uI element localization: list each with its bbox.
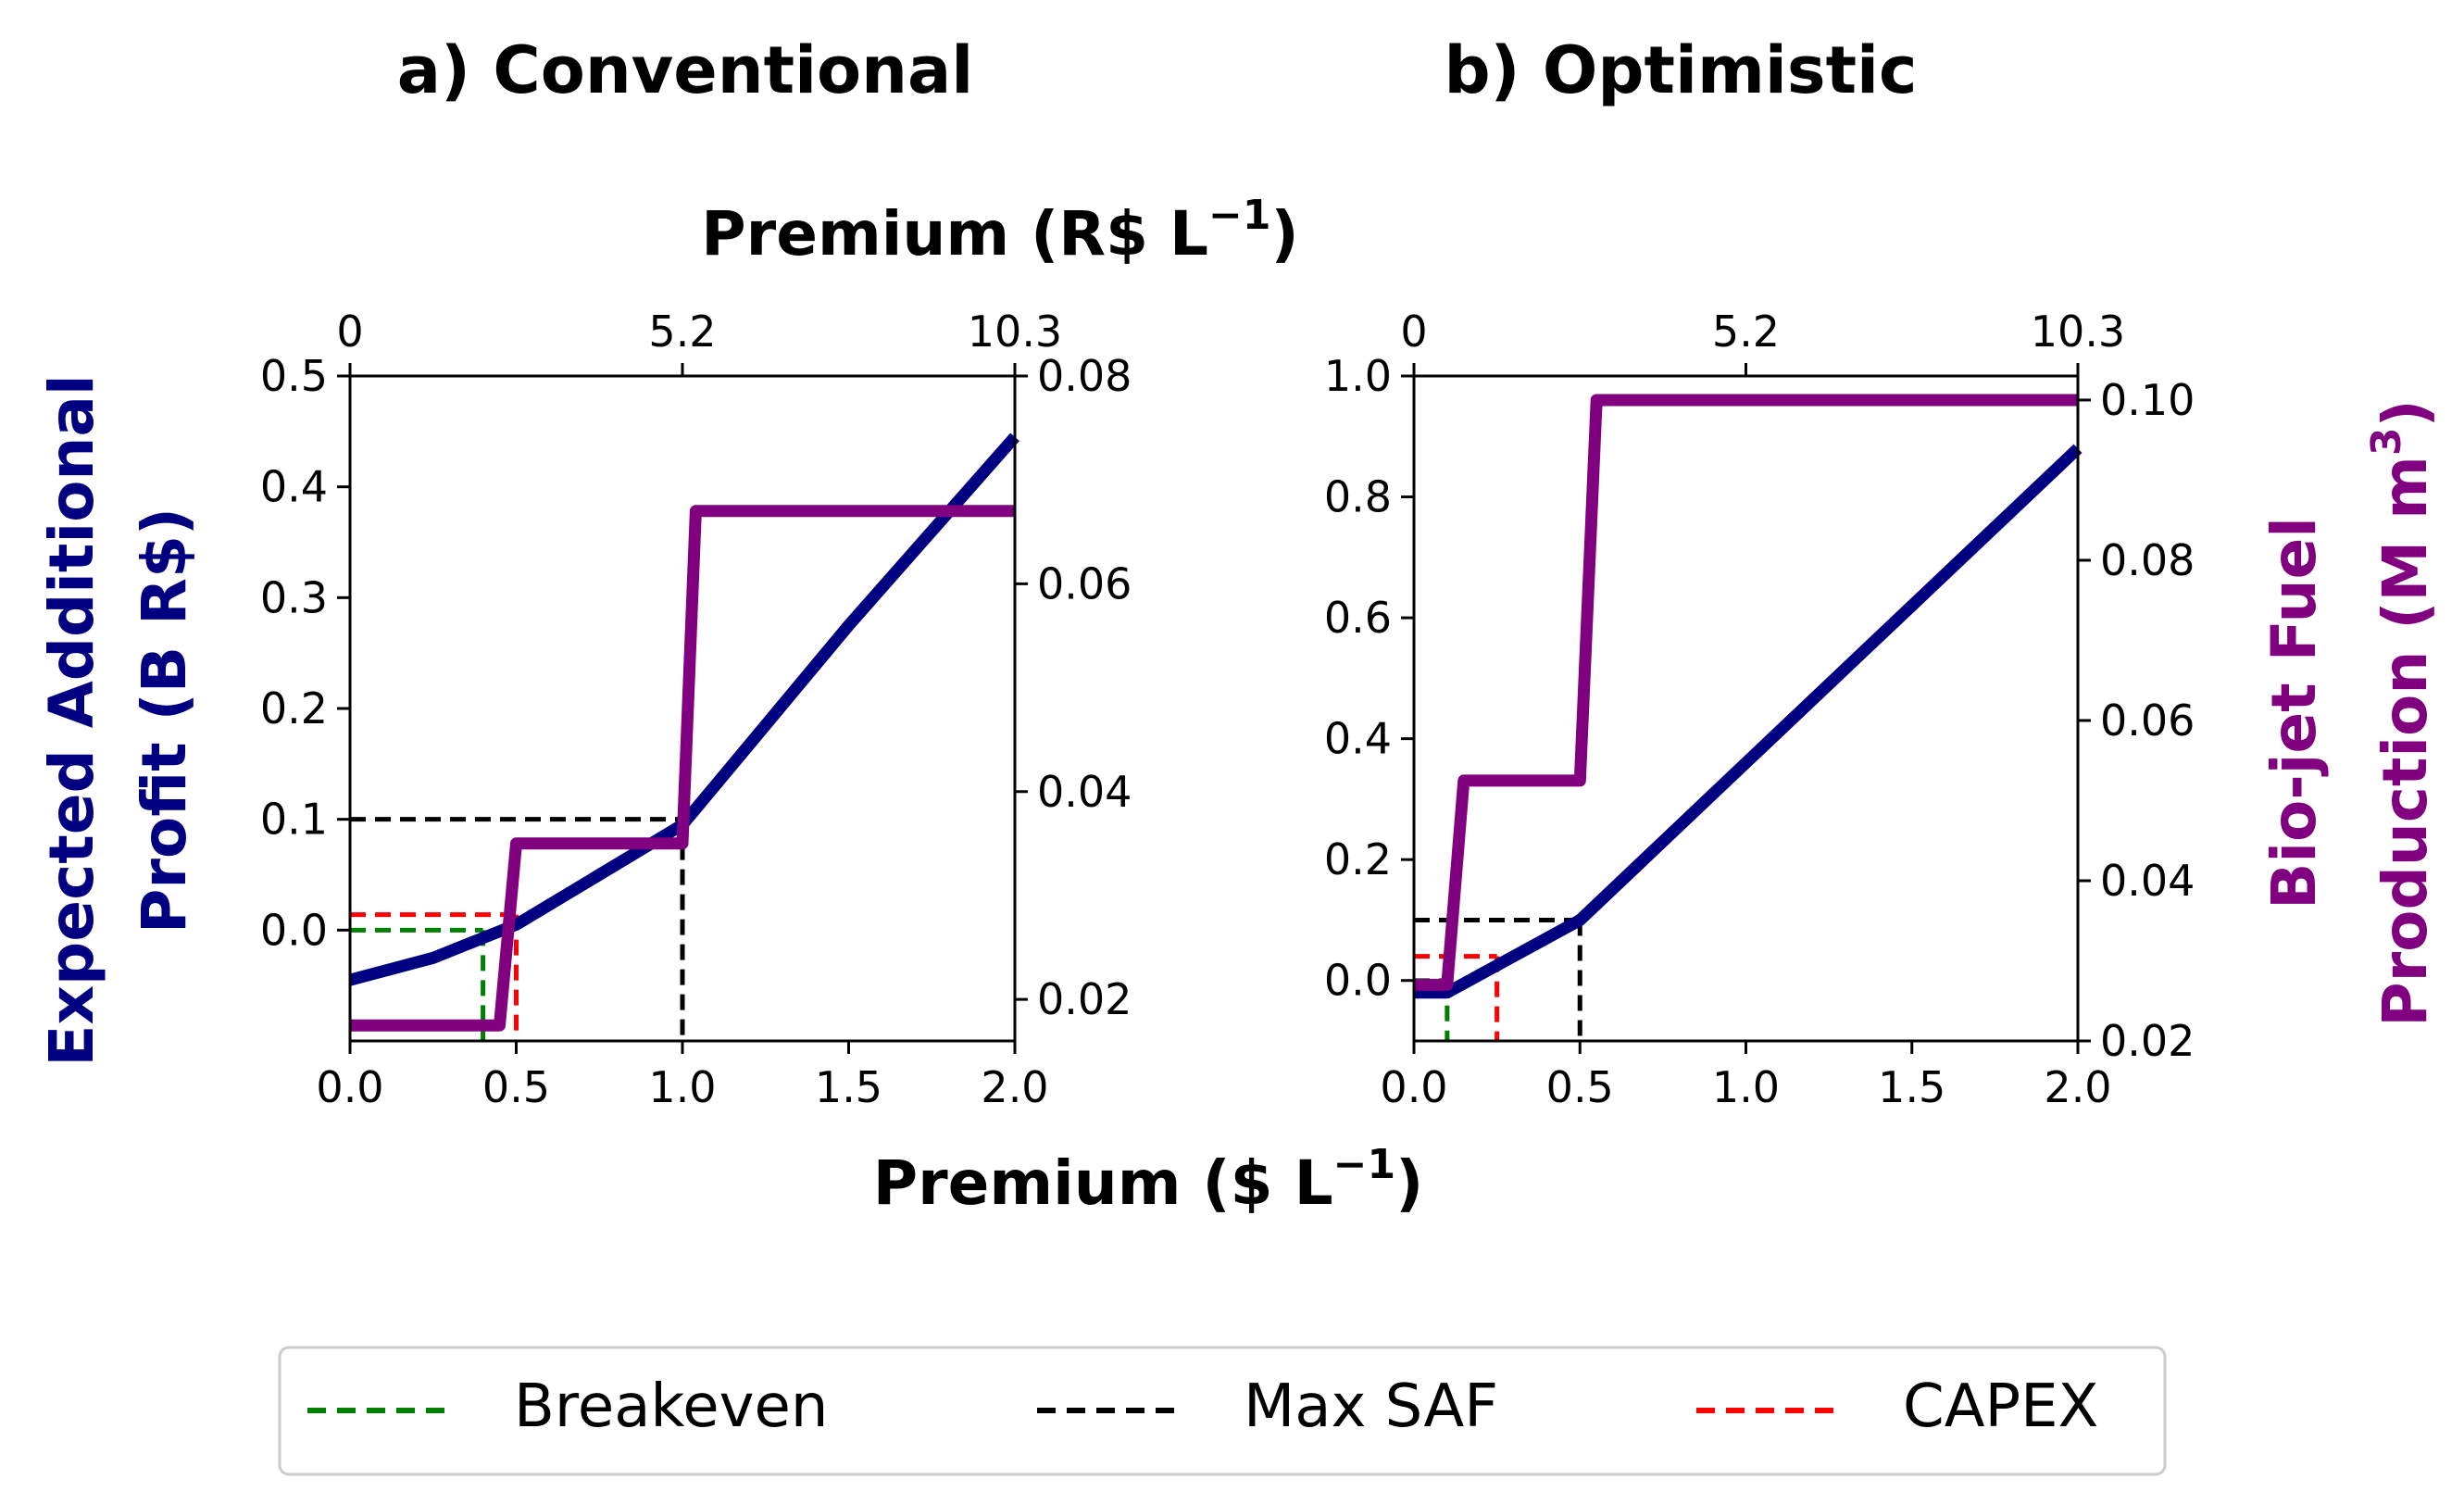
- y-tick-label: 0.4: [1324, 714, 1392, 764]
- y2-tick-label: 0.10: [2100, 375, 2195, 425]
- x-tick-label: 2.0: [2044, 1062, 2111, 1112]
- panel-b: 0.0 0.5 1.0 1.5 2.0 0 5.2 10.3 0.0 0.2 0.4 0.6 0.8 1.…: [1324, 307, 2195, 1112]
- x-tick-label: 0.5: [1546, 1062, 1614, 1112]
- bottom-axis-label: Premium ($ L−1): [873, 1141, 1424, 1219]
- y2-tick-label: 0.08: [1037, 351, 1132, 401]
- y2-tick-label: 0.06: [1037, 558, 1132, 608]
- y2-tick-label: 0.02: [1037, 974, 1132, 1024]
- x2-tick-label: 5.2: [648, 307, 716, 357]
- legend: Breakeven Max SAF CAPEX: [278, 1346, 2167, 1476]
- panel-b-title: b) Optimistic: [1444, 32, 1917, 108]
- y2-tick-label: 0.04: [1037, 767, 1132, 817]
- x-tick-label: 1.5: [815, 1062, 882, 1112]
- legend-label-capex: CAPEX: [1903, 1372, 2098, 1441]
- legend-label-max-saf: Max SAF: [1244, 1372, 1498, 1441]
- y2-tick-label: 0.02: [2100, 1016, 2195, 1066]
- y-tick-label: 0.0: [260, 905, 328, 955]
- production-line: [350, 505, 1015, 1032]
- x-tick-label: 2.0: [981, 1062, 1048, 1112]
- x-tick-label: 0.5: [482, 1062, 550, 1112]
- y-tick-label: 0.2: [1324, 834, 1392, 884]
- production-line: [1414, 394, 2078, 991]
- panel-a-title: a) Conventional: [397, 32, 973, 108]
- y-tick-label: 0.6: [1324, 593, 1392, 643]
- top-axis-label: Premium (R$ L−1): [701, 192, 1298, 269]
- y2-tick-label: 0.04: [2100, 856, 2195, 906]
- y-tick-label: 0.3: [260, 572, 328, 622]
- panel-a: 0.0 0.5 1.0 1.5 2.0 0 5.2 10.3 0.0 0.1 0.2 0.3 0.4 0.…: [260, 307, 1132, 1112]
- x-tick-label: 1.5: [1878, 1062, 1945, 1112]
- x-tick-label: 0.0: [316, 1062, 383, 1112]
- legend-item-capex: CAPEX: [1696, 1372, 2098, 1441]
- svg-text:Production (M m3): Production (M m3): [2363, 399, 2441, 1026]
- y-tick-label: 0.1: [260, 795, 328, 845]
- left-axis-label: Expected Additional Profit (B R$): [36, 374, 200, 1066]
- y-tick-label: 1.0: [1324, 351, 1392, 401]
- y2-tick-label: 0.08: [2100, 535, 2195, 585]
- x2-tick-label: 5.2: [1712, 307, 1780, 357]
- x-tick-label: 0.0: [1380, 1062, 1447, 1112]
- x2-tick-label: 0: [336, 307, 363, 357]
- right-axis-label: Bio-jet Fuel Production (M m3): [2258, 399, 2441, 1026]
- y-tick-label: 0.0: [1324, 956, 1392, 1006]
- svg-text:Bio-jet Fuel: Bio-jet Fuel: [2258, 517, 2330, 909]
- y-tick-label: 0.2: [260, 683, 328, 733]
- legend-frame: [278, 1346, 2167, 1476]
- x2-tick-label: 10.3: [968, 307, 1062, 357]
- y-tick-label: 0.5: [260, 351, 328, 401]
- profit-line: [1414, 444, 2083, 999]
- svg-text:Expected Additional: Expected Additional: [36, 374, 107, 1066]
- svg-text:Profit (B R$): Profit (B R$): [129, 508, 200, 934]
- legend-item-breakeven: Breakeven: [307, 1372, 828, 1441]
- x-tick-label: 1.0: [1712, 1062, 1780, 1112]
- y-tick-label: 0.4: [260, 462, 328, 512]
- x2-tick-label: 10.3: [2031, 307, 2125, 357]
- x-tick-label: 1.0: [648, 1062, 716, 1112]
- y-tick-label: 0.8: [1324, 472, 1392, 522]
- legend-label-breakeven: Breakeven: [514, 1372, 828, 1441]
- y2-tick-label: 0.06: [2100, 696, 2195, 746]
- x2-tick-label: 0: [1400, 307, 1427, 357]
- legend-item-max-saf: Max SAF: [1037, 1372, 1498, 1441]
